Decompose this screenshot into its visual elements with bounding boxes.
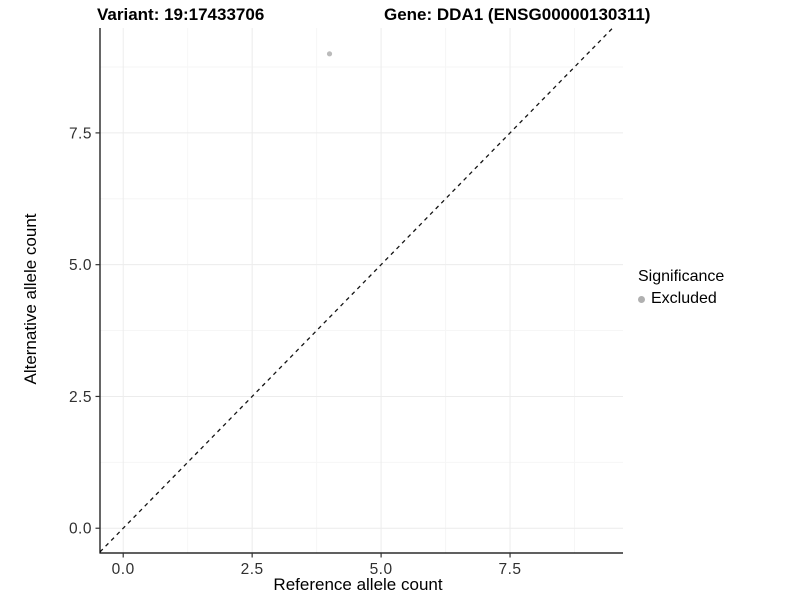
data-point: [326, 51, 333, 57]
y-tick-label: 0.0: [69, 521, 92, 538]
excluded-point-icon: [638, 295, 645, 303]
x-tick-label: 2.5: [241, 561, 264, 578]
legend: Significance Excluded: [638, 268, 724, 308]
y-tick-label: 5.0: [69, 257, 92, 274]
y-tick-label: 2.5: [69, 389, 92, 406]
x-tick-label: 0.0: [112, 561, 135, 578]
x-tick-label: 5.0: [370, 561, 393, 578]
legend-title: Significance: [638, 268, 725, 285]
legend-item-label: Excluded: [651, 290, 717, 307]
y-axis-title: Alternative allele count: [21, 213, 40, 385]
x-tick-label: 7.5: [499, 561, 522, 578]
y-tick-label: 7.5: [69, 125, 92, 142]
legend-item-excluded: Excluded: [638, 290, 724, 308]
identity-dashed-line: [99, 27, 614, 553]
x-axis-title: Reference allele count: [273, 575, 443, 594]
plot-title-gene: Gene: DDA1 (ENSG00000130311): [384, 5, 651, 24]
plot-title-variant: Variant: 19:17433706: [97, 5, 265, 24]
